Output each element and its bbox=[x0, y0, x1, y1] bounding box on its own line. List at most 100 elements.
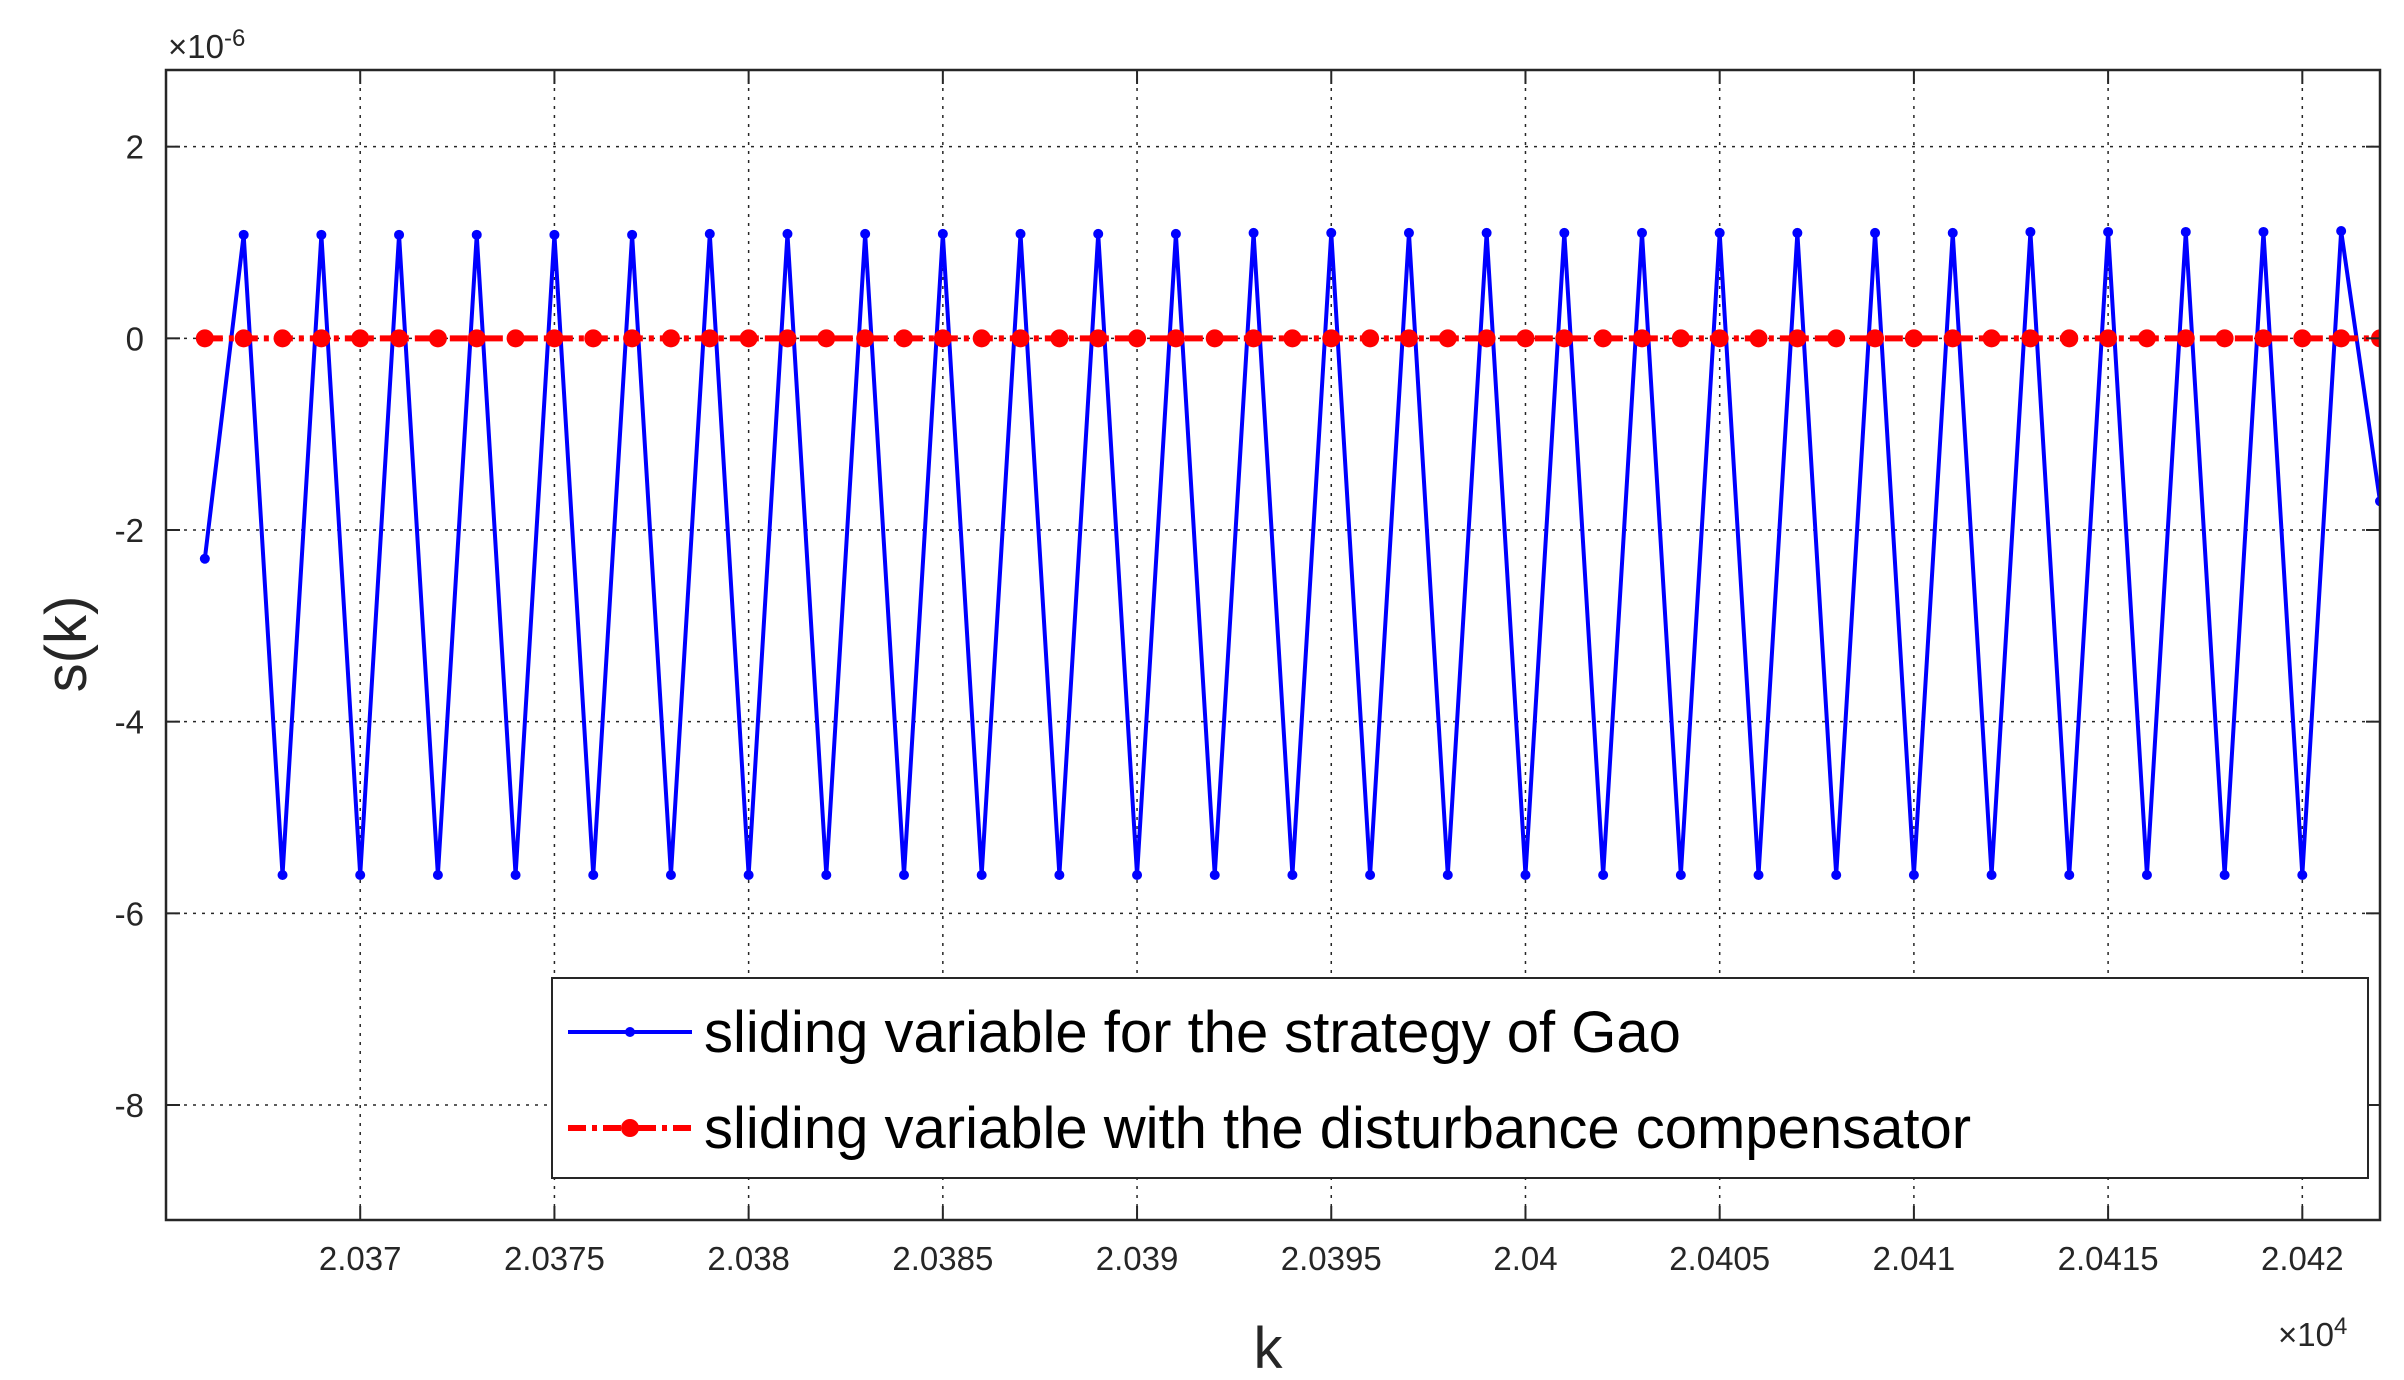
ticks bbox=[166, 70, 2380, 1220]
data-point bbox=[1598, 870, 1609, 880]
legend-label-compensator: sliding variable with the disturbance co… bbox=[704, 1096, 1971, 1161]
data-point bbox=[1714, 227, 1725, 238]
data-point bbox=[1438, 329, 1457, 348]
data-point bbox=[234, 329, 253, 348]
data-point bbox=[1555, 329, 1574, 348]
data-point bbox=[1637, 227, 1647, 238]
data-point bbox=[1132, 870, 1143, 880]
data-point bbox=[1442, 870, 1453, 880]
data-point bbox=[2103, 226, 2114, 237]
data-point bbox=[1831, 870, 1842, 880]
tick-labels: 2.037 2.0375 2.038 2.0385 2.039 2.0395 2.04 2.0… bbox=[115, 129, 2344, 1277]
data-point bbox=[1166, 329, 1185, 348]
data-point bbox=[2219, 870, 2230, 880]
data-point bbox=[1015, 228, 1026, 239]
data-point bbox=[1788, 329, 1807, 348]
data-point bbox=[1908, 870, 1919, 880]
data-point bbox=[2176, 329, 2195, 348]
data-point bbox=[1093, 228, 1104, 239]
data-point bbox=[623, 329, 642, 348]
data-point bbox=[549, 229, 560, 240]
data-point bbox=[1947, 227, 1958, 238]
legend-box bbox=[551, 977, 2369, 1179]
data-point bbox=[778, 329, 797, 348]
data-point bbox=[1870, 227, 1881, 238]
data-point bbox=[1866, 329, 1885, 348]
x-exponent-label: ×104 bbox=[2278, 1313, 2347, 1353]
data-point bbox=[1128, 329, 1147, 348]
y-exponent-label: ×10-6 bbox=[168, 25, 245, 65]
data-point bbox=[1365, 870, 1376, 880]
data-point bbox=[1244, 329, 1263, 348]
data-point bbox=[704, 228, 715, 239]
data-point bbox=[2332, 329, 2351, 348]
y-tick-label: -6 bbox=[115, 895, 144, 932]
data-point bbox=[1403, 227, 1414, 238]
y-tick-label: 2 bbox=[126, 129, 144, 166]
data-point bbox=[976, 870, 987, 880]
data-point bbox=[1283, 329, 1302, 348]
data-point bbox=[2293, 329, 2312, 348]
data-point bbox=[2336, 226, 2347, 236]
data-point bbox=[316, 229, 327, 240]
legend-item-compensator: sliding variable with the disturbance co… bbox=[568, 1096, 1971, 1161]
data-point bbox=[661, 329, 680, 348]
data-point bbox=[1322, 329, 1341, 348]
data-point bbox=[1671, 329, 1690, 348]
data-point bbox=[1943, 329, 1962, 348]
x-tick-label: 2.0415 bbox=[2058, 1240, 2159, 1277]
data-point bbox=[1089, 329, 1108, 348]
data-point bbox=[2060, 329, 2079, 348]
x-tick-label: 2.041 bbox=[1873, 1240, 1956, 1277]
legend-marker-compensator bbox=[621, 1119, 639, 1137]
y-tick-label: -4 bbox=[115, 704, 144, 741]
data-point bbox=[199, 553, 210, 564]
data-point bbox=[933, 329, 952, 348]
x-tick-label: 2.039 bbox=[1096, 1240, 1179, 1277]
legend-marker-gao bbox=[625, 1027, 635, 1037]
data-point bbox=[351, 329, 370, 348]
x-exponent-power: 4 bbox=[2334, 1313, 2347, 1340]
x-tick-label: 2.038 bbox=[707, 1240, 790, 1277]
data-point bbox=[312, 329, 331, 348]
data-point bbox=[2258, 226, 2269, 237]
data-point bbox=[195, 329, 214, 348]
data-point bbox=[428, 329, 447, 348]
data-point bbox=[627, 229, 638, 240]
data-point bbox=[1633, 329, 1651, 348]
data-point bbox=[860, 228, 871, 239]
data-point bbox=[545, 329, 564, 348]
data-point bbox=[1520, 870, 1531, 880]
data-point bbox=[238, 229, 249, 240]
data-point bbox=[467, 329, 486, 348]
data-point bbox=[588, 870, 599, 880]
data-point bbox=[2254, 329, 2273, 348]
y-axis-label: s(k) bbox=[34, 596, 99, 693]
data-point bbox=[972, 329, 991, 348]
data-point bbox=[1054, 870, 1065, 880]
data-point bbox=[1248, 227, 1259, 238]
data-point bbox=[1481, 227, 1492, 238]
data-point bbox=[2064, 870, 2075, 880]
legend: sliding variable for the strategy of Gao… bbox=[551, 977, 2369, 1179]
data-point bbox=[2215, 329, 2234, 348]
data-point bbox=[782, 228, 793, 239]
data-point bbox=[1326, 227, 1337, 238]
data-point bbox=[2137, 329, 2156, 348]
data-point bbox=[937, 228, 948, 239]
data-point bbox=[390, 329, 409, 348]
data-point bbox=[2180, 226, 2191, 237]
x-tick-label: 2.0395 bbox=[1281, 1240, 1382, 1277]
data-point bbox=[1477, 329, 1496, 348]
data-point bbox=[2099, 329, 2118, 348]
x-tick-label: 2.0385 bbox=[892, 1240, 993, 1277]
data-point bbox=[821, 870, 832, 880]
data-point bbox=[856, 329, 875, 348]
data-point bbox=[743, 870, 754, 880]
x-tick-label: 2.0405 bbox=[1669, 1240, 1770, 1277]
data-point bbox=[1753, 870, 1764, 880]
data-point bbox=[432, 870, 443, 880]
series-1 bbox=[195, 329, 2380, 348]
data-point bbox=[1986, 870, 1997, 880]
x-tick-label: 2.037 bbox=[319, 1240, 402, 1277]
